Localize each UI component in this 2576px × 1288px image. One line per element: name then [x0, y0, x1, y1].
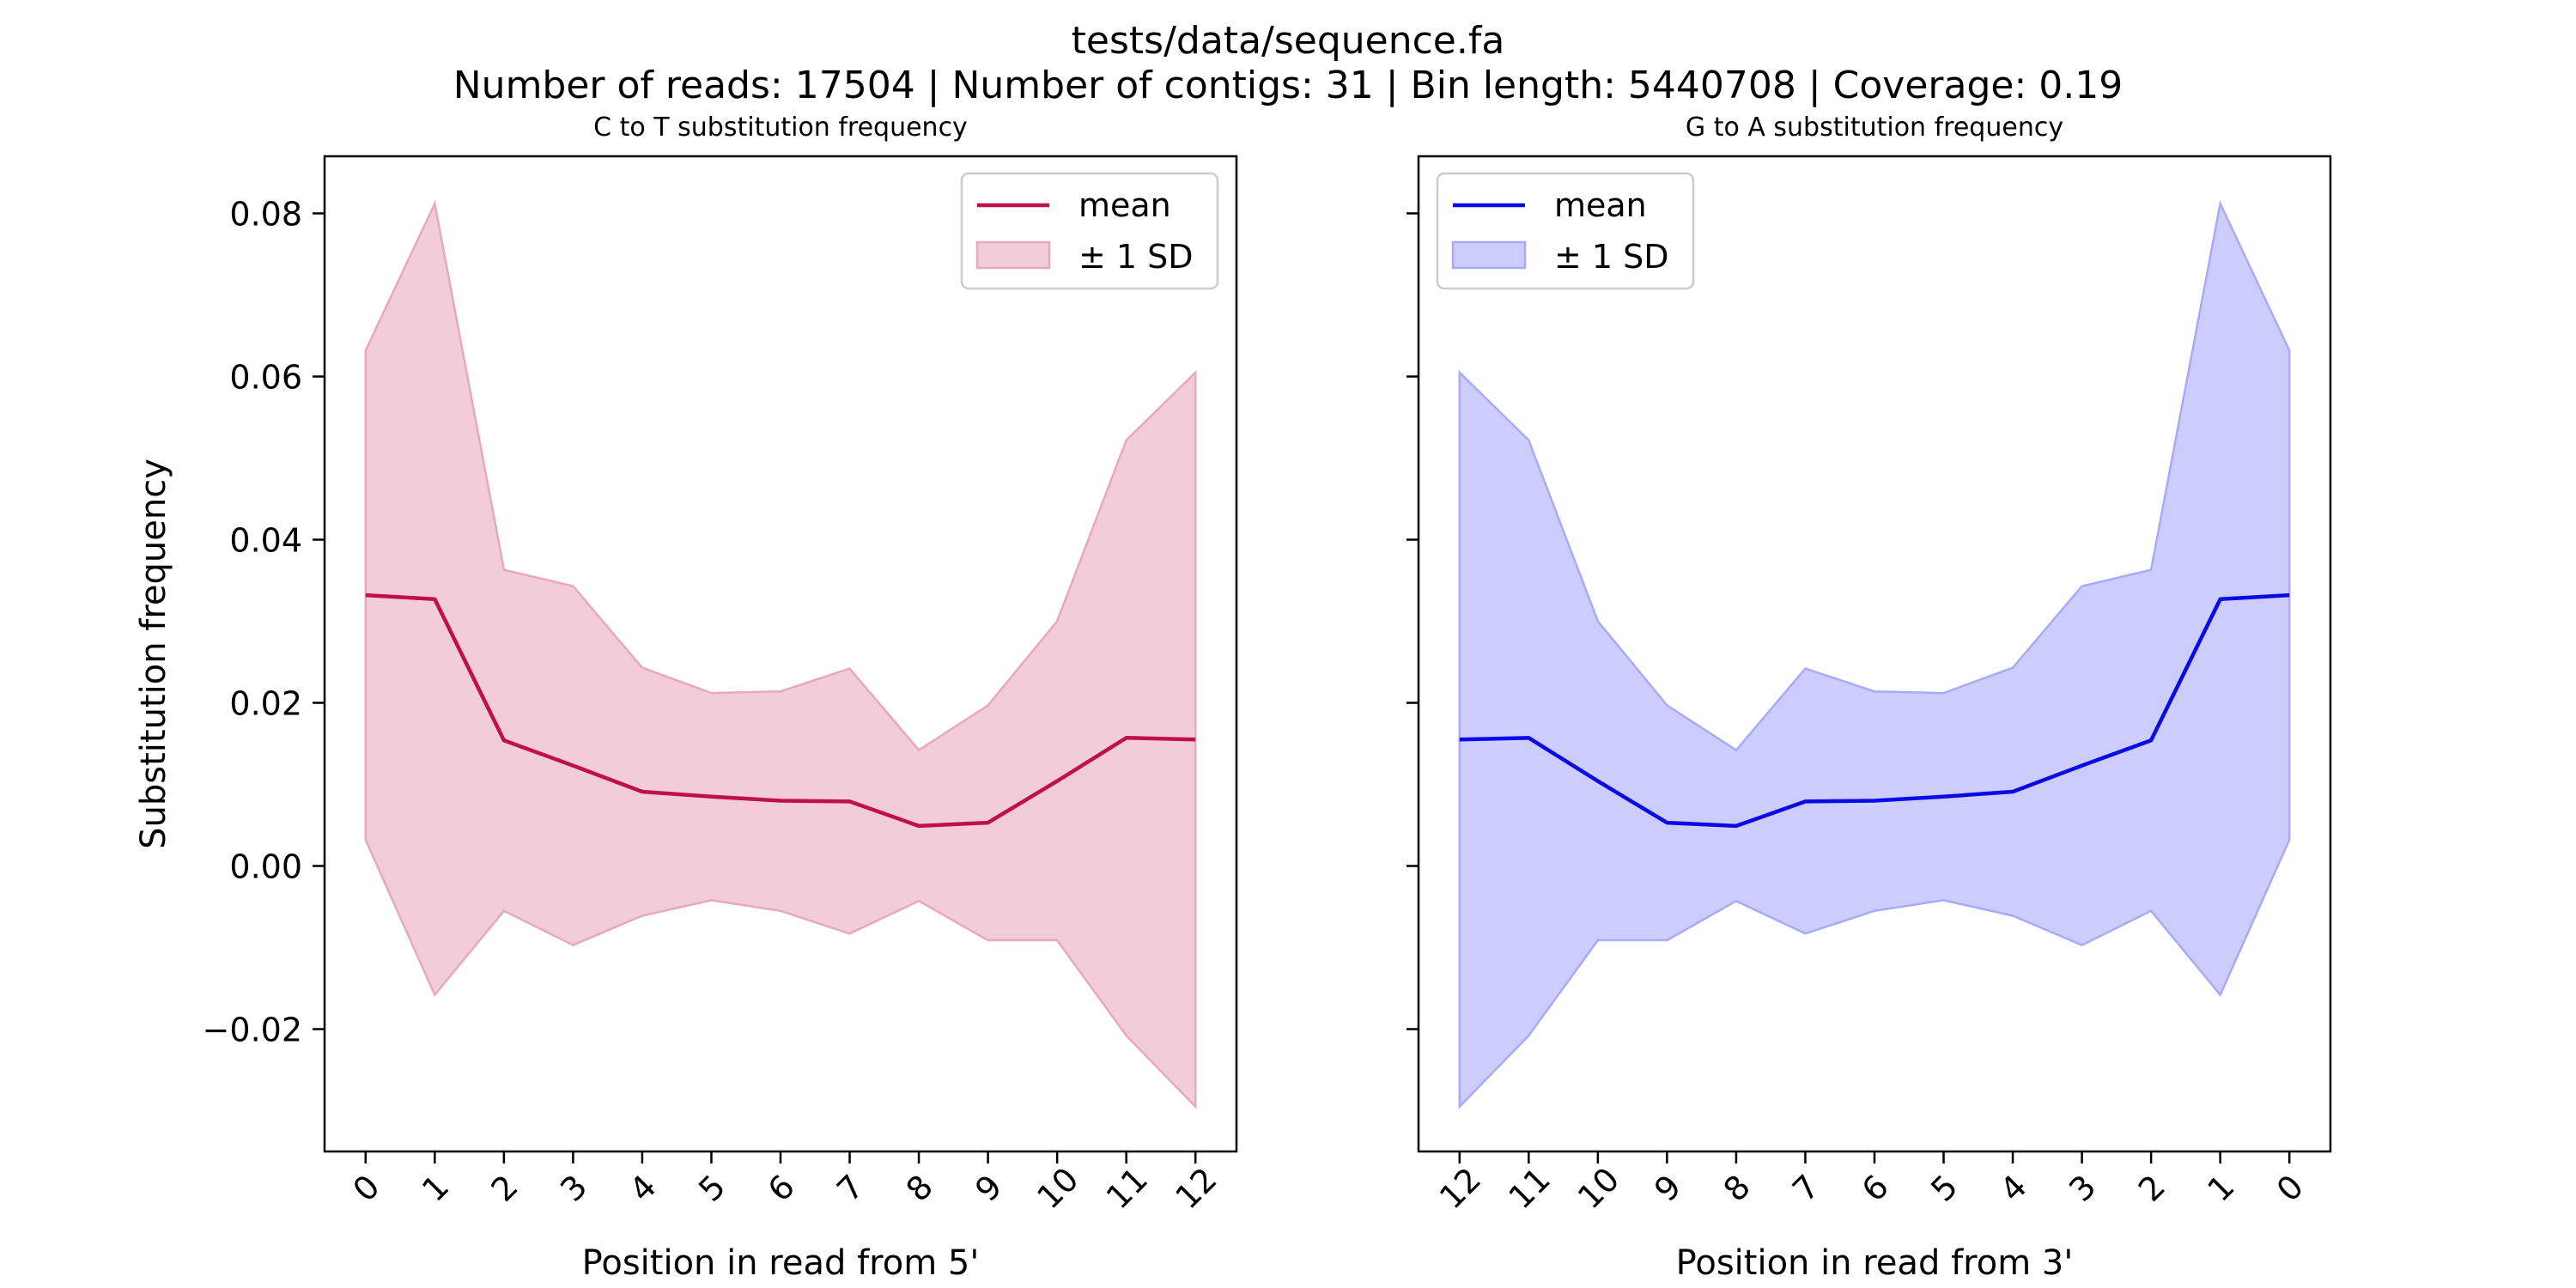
- x-tick-label: 6: [761, 1168, 802, 1209]
- figure-title: tests/data/sequence.fa: [1071, 19, 1505, 63]
- x-tick-label: 5: [691, 1168, 732, 1209]
- legend-band-label: ± 1 SD: [1554, 238, 1669, 276]
- x-axis-label: Position in read from 3': [1676, 1243, 2074, 1283]
- x-tick-label: 12: [1168, 1160, 1224, 1216]
- y-tick-label: 0.06: [229, 359, 302, 397]
- figure-subtitle: Number of reads: 17504 | Number of conti…: [453, 64, 2123, 107]
- y-axis-label: Substitution frequency: [134, 459, 173, 849]
- x-tick-label: 11: [1501, 1160, 1557, 1216]
- x-tick-label: 11: [1099, 1160, 1155, 1216]
- x-tick-label: 12: [1432, 1160, 1488, 1216]
- x-tick-label: 8: [1716, 1168, 1758, 1209]
- y-tick-label: 0.04: [229, 522, 302, 560]
- x-tick-label: 4: [1993, 1168, 2034, 1209]
- y-tick-label: 0.08: [229, 196, 302, 234]
- panel-title: C to T substitution frequency: [593, 112, 968, 143]
- sd-band: [1458, 200, 2291, 1109]
- x-tick-label: 3: [2062, 1168, 2103, 1209]
- legend-band-swatch: [1451, 240, 1527, 270]
- x-tick-label: 5: [1923, 1168, 1965, 1209]
- panel-title: G to A substitution frequency: [1686, 112, 2063, 143]
- x-tick-label: 2: [484, 1168, 526, 1209]
- x-tick-label: 1: [2200, 1168, 2241, 1209]
- x-tick-label: 3: [553, 1168, 594, 1209]
- legend-band-swatch: [975, 240, 1051, 270]
- x-tick-label: 4: [623, 1168, 664, 1209]
- legend-band-label: ± 1 SD: [1078, 238, 1194, 276]
- x-tick-label: 1: [415, 1168, 456, 1209]
- sd-band: [364, 200, 1197, 1109]
- legend: mean ± 1 SD: [1436, 172, 1695, 290]
- x-tick-label: 10: [1030, 1160, 1085, 1216]
- x-tick-label: 0: [345, 1168, 386, 1209]
- x-axis-label: Position in read from 5': [582, 1243, 980, 1283]
- x-tick-label: 9: [968, 1168, 1009, 1209]
- x-tick-label: 7: [1785, 1168, 1826, 1209]
- legend-mean-label: mean: [1078, 186, 1171, 224]
- mean-line: [365, 592, 1196, 829]
- x-tick-label: 2: [2131, 1168, 2172, 1209]
- mean-line: [1459, 592, 2290, 829]
- x-tick-label: 7: [829, 1168, 871, 1209]
- x-tick-label: 0: [2269, 1168, 2311, 1209]
- legend-mean-label: mean: [1554, 186, 1647, 224]
- x-tick-label: 10: [1571, 1160, 1626, 1216]
- y-tick-label: 0.02: [229, 685, 302, 723]
- y-tick-label: −0.02: [203, 1012, 302, 1049]
- y-tick-label: 0.00: [229, 848, 302, 886]
- chart-panel-1: C to T substitution frequency −0.02 0.00 0.…: [134, 112, 1238, 1283]
- x-tick-label: 8: [899, 1168, 940, 1209]
- x-tick-label: 6: [1855, 1168, 1896, 1209]
- legend: mean ± 1 SD: [960, 172, 1219, 290]
- x-tick-label: 9: [1647, 1168, 1688, 1209]
